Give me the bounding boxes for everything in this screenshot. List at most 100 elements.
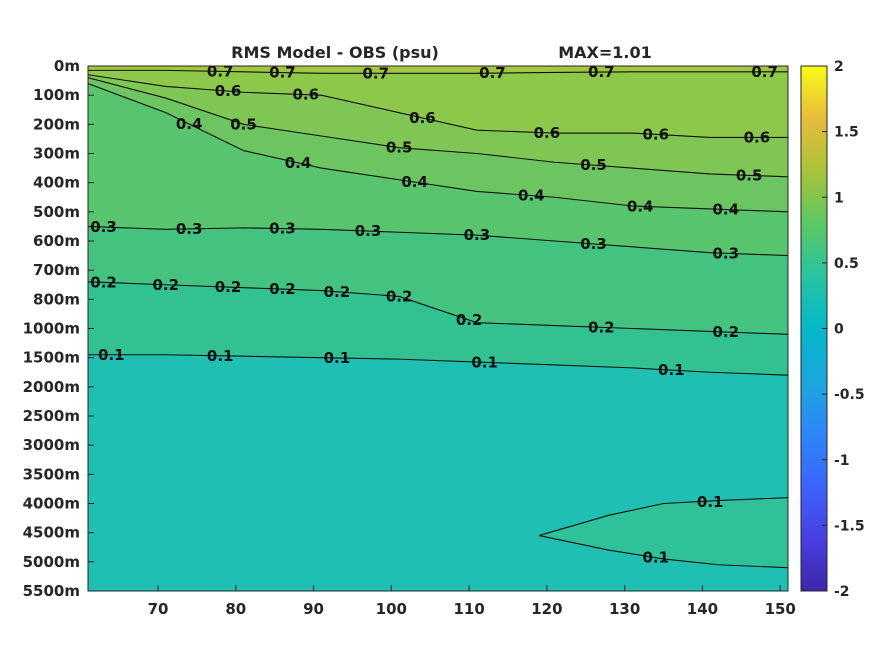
contour-label: 0.1 <box>324 349 351 367</box>
x-tick-label: 130 <box>609 600 640 618</box>
contour-label: 0.3 <box>712 244 739 262</box>
contour-line-0.7 <box>88 69 788 74</box>
contour-label: 0.2 <box>712 323 739 341</box>
y-tick-label: 500m <box>33 203 80 221</box>
contour-label: 0.6 <box>744 128 771 146</box>
contour-label: 0.6 <box>292 86 319 104</box>
contour-label: 0.2 <box>215 278 242 296</box>
contour-label: 0.5 <box>386 139 413 157</box>
contour-label: 0.3 <box>176 220 203 238</box>
contour-label: 0.3 <box>355 222 382 240</box>
band-0.6 <box>88 66 788 138</box>
contour-line-0.3 <box>88 225 788 257</box>
y-tick-label: 2000m <box>23 378 80 396</box>
contour-line-closed-upper <box>538 497 788 537</box>
contour-label: 0.6 <box>215 82 242 100</box>
plot-area: 0.7 0.7 0.7 0.7 0.7 0.7 0.6 0.6 0.6 0.6 0.6 0.6 0.5 0… <box>88 62 788 591</box>
closed-region-fill <box>539 497 788 568</box>
contour-label: 0.3 <box>90 218 117 236</box>
x-tick-label: 70 <box>148 600 169 618</box>
y-tick-label: 3000m <box>23 436 80 454</box>
contour-label: 0.4 <box>401 173 428 191</box>
colorbar-tick-label: 1.5 <box>834 125 859 141</box>
y-tick-label: 700m <box>33 261 80 279</box>
x-tick-label: 100 <box>376 600 407 618</box>
contour-label: 0.2 <box>90 273 117 291</box>
colorbar-tick-label: 0.5 <box>834 256 859 272</box>
x-tick-label: 140 <box>687 600 718 618</box>
colorbar-tick-label: -0.5 <box>834 387 865 403</box>
contour-label: 0.1 <box>658 361 685 379</box>
y-tick-label: 0m <box>54 57 80 75</box>
contour-label: 0.4 <box>627 197 654 215</box>
colorbar-tick-label: 0 <box>834 322 844 338</box>
contour-label: 0.3 <box>269 220 296 238</box>
contour-label: 0.6 <box>642 125 669 143</box>
y-tick-label: 4000m <box>23 495 80 513</box>
colorbar-tick-label: -1 <box>834 453 850 469</box>
max-annotation: MAX=1.01 <box>558 43 652 62</box>
y-tick-label: 3500m <box>23 465 80 483</box>
contour-label: 0.2 <box>588 318 615 336</box>
colorbar-tick-label: 2 <box>834 59 844 75</box>
contour-lines <box>88 69 788 569</box>
contour-label: 0.4 <box>712 201 739 219</box>
contour-line-0.5 <box>88 77 788 178</box>
contour-label: 0.5 <box>580 156 607 174</box>
contour-label: 0.7 <box>751 63 778 81</box>
y-tick-label: 300m <box>33 145 80 163</box>
contour-label: 0.4 <box>176 115 203 133</box>
contour-label: 0.4 <box>285 154 312 172</box>
contour-label: 0.7 <box>207 62 234 80</box>
y-axis-ticks: 0m 100m 200m 300m 400m 500m 600m 700m 800m 1000m 1… <box>23 57 94 600</box>
contour-line-0.6 <box>88 74 788 139</box>
y-tick-label: 200m <box>33 115 80 133</box>
y-tick-label: 1500m <box>23 349 80 367</box>
contour-line-0.2 <box>88 281 788 335</box>
contour-label: 0.5 <box>736 166 763 184</box>
y-tick-label: 5500m <box>23 582 80 600</box>
x-tick-label: 90 <box>303 600 324 618</box>
x-tick-label: 80 <box>225 600 246 618</box>
contour-label: 0.7 <box>479 64 506 82</box>
contour-label: 0.5 <box>230 115 257 133</box>
contour-line-0.4 <box>88 82 788 213</box>
y-tick-label: 5000m <box>23 553 80 571</box>
y-tick-label: 600m <box>33 232 80 250</box>
contour-label: 0.2 <box>456 311 483 329</box>
contour-labels: 0.7 0.7 0.7 0.7 0.7 0.7 0.6 0.6 0.6 0.6 0.6 0.6 0.5 0… <box>90 62 778 566</box>
contour-label: 0.7 <box>269 64 296 82</box>
colorbar: 2 1.5 1 0.5 0 -0.5 -1 -1.5 -2 <box>800 59 865 600</box>
contour-label: 0.1 <box>697 493 724 511</box>
contour-label: 0.2 <box>324 283 351 301</box>
contour-label: 0.2 <box>269 280 296 298</box>
y-tick-label: 1000m <box>23 320 80 338</box>
x-tick-label: 110 <box>453 600 484 618</box>
colorbar-tick-label: -1.5 <box>834 518 865 534</box>
contour-label: 0.3 <box>580 235 607 253</box>
contour-label: 0.1 <box>207 347 234 365</box>
contour-label: 0.7 <box>588 63 615 81</box>
colorbar-tick-label: 1 <box>834 190 844 206</box>
contour-label: 0.7 <box>362 64 389 82</box>
colorbar-ticks: 2 1.5 1 0.5 0 -0.5 -1 -1.5 -2 <box>822 59 865 600</box>
y-tick-label: 2500m <box>23 407 80 425</box>
contour-label: 0.1 <box>642 548 669 566</box>
contour-label: 0.1 <box>98 346 125 364</box>
contour-label: 0.2 <box>386 287 413 305</box>
contour-label: 0.3 <box>464 226 491 244</box>
y-tick-label: 4500m <box>23 524 80 542</box>
x-axis-ticks: 70 80 90 100 110 120 130 140 150 <box>148 585 796 618</box>
contour-label: 0.4 <box>518 187 545 205</box>
contour-label: 0.6 <box>409 109 436 127</box>
x-tick-label: 150 <box>765 600 796 618</box>
contour-label: 0.2 <box>152 276 179 294</box>
x-tick-label: 120 <box>531 600 562 618</box>
chart-title: RMS Model - OBS (psu) <box>231 43 439 62</box>
y-tick-label: 400m <box>33 174 80 192</box>
contour-label: 0.1 <box>471 353 498 371</box>
contour-line-closed-lower <box>538 535 788 569</box>
y-tick-label: 100m <box>33 86 80 104</box>
colorbar-tick-label: -2 <box>834 584 850 600</box>
